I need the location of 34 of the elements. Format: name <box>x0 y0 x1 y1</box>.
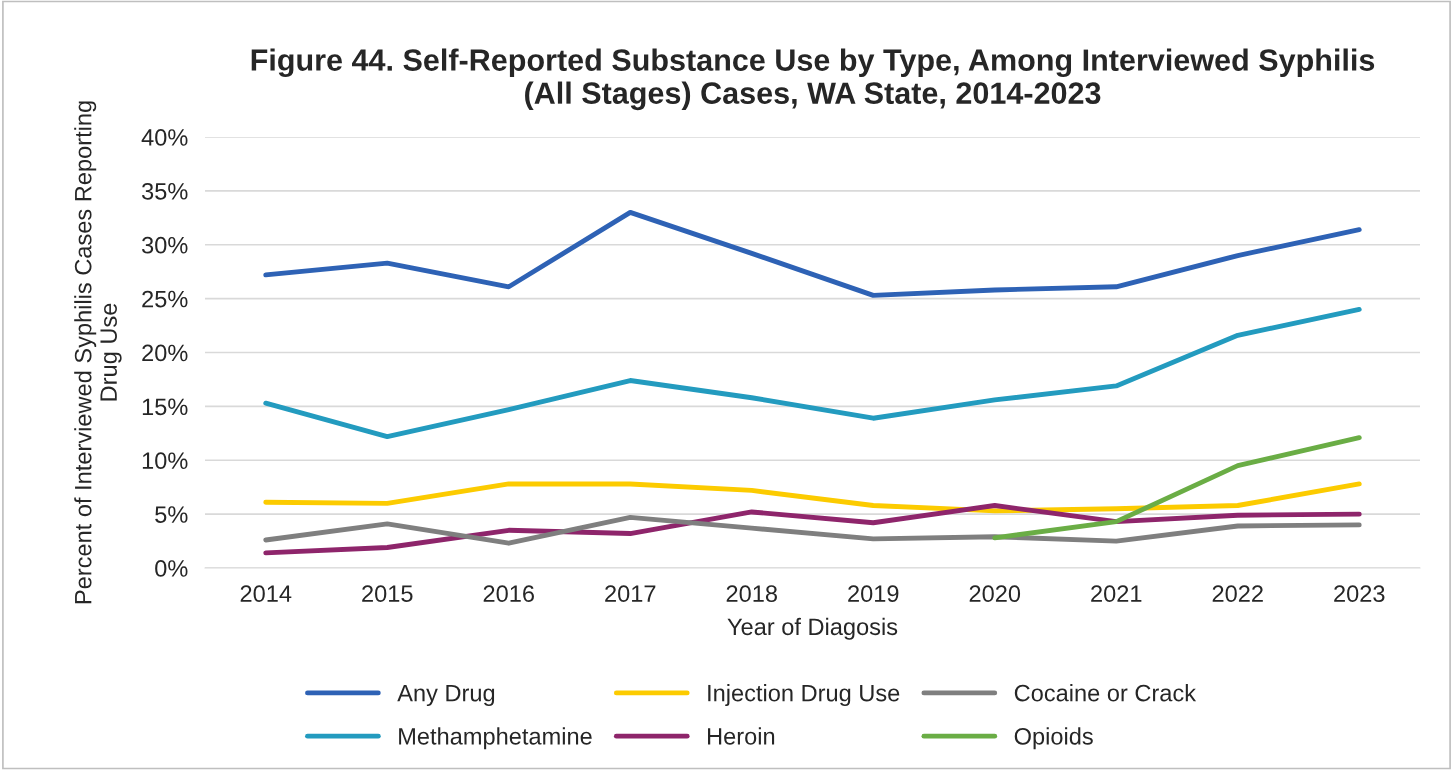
line-series <box>263 481 1362 514</box>
y-tick-label: 10% <box>142 452 188 470</box>
legend-label: Injection Drug Use <box>708 684 900 707</box>
y-tick-label: 5% <box>155 506 188 523</box>
legend-label: Heroin <box>708 727 775 745</box>
line-series <box>263 209 1362 298</box>
y-tick-label: 40% <box>141 129 188 146</box>
line-series <box>263 514 1362 546</box>
x-tick-label: 2020 <box>969 585 1021 603</box>
line-series <box>263 306 1362 439</box>
y-tick-label: 30% <box>141 236 188 254</box>
x-tick-label: 2023 <box>1334 585 1385 603</box>
legend-label: Methamphetamine <box>399 727 592 750</box>
y-tick-label: 0% <box>155 560 188 577</box>
y-axis-title: Percent of Interviewed Syphilis Cases Reporting Drug Use <box>74 101 122 604</box>
line-series <box>992 435 1362 541</box>
line-series <box>263 503 1362 556</box>
x-axis-title: Year of Diagosis <box>727 617 898 640</box>
x-tick-label: 2015 <box>362 585 413 603</box>
legend-label: Cocaine or Crack <box>1014 684 1197 702</box>
x-tick-label: 2016 <box>483 585 534 603</box>
y-tick-label: 15% <box>142 398 188 416</box>
x-tick-label: 2021 <box>1091 585 1142 603</box>
x-tick-label: 2014 <box>240 585 292 603</box>
y-tick-label: 20% <box>142 344 188 362</box>
legend-label: Any Drug <box>397 684 495 707</box>
x-tick-label: 2017 <box>605 585 656 603</box>
x-tick-label: 2019 <box>848 585 899 603</box>
legend-label: Opioids <box>1014 727 1093 750</box>
x-tick-label: 2022 <box>1212 585 1263 603</box>
x-tick-label: 2018 <box>726 585 777 603</box>
y-tick-label: 35% <box>141 182 188 200</box>
chart-title: Figure 44. Self-Reported Substance Use by Type, Among Interviewed Syphilis (All Stages) Cases, WA State, 2014-2023 <box>251 48 1375 111</box>
y-tick-label: 25% <box>142 290 188 308</box>
